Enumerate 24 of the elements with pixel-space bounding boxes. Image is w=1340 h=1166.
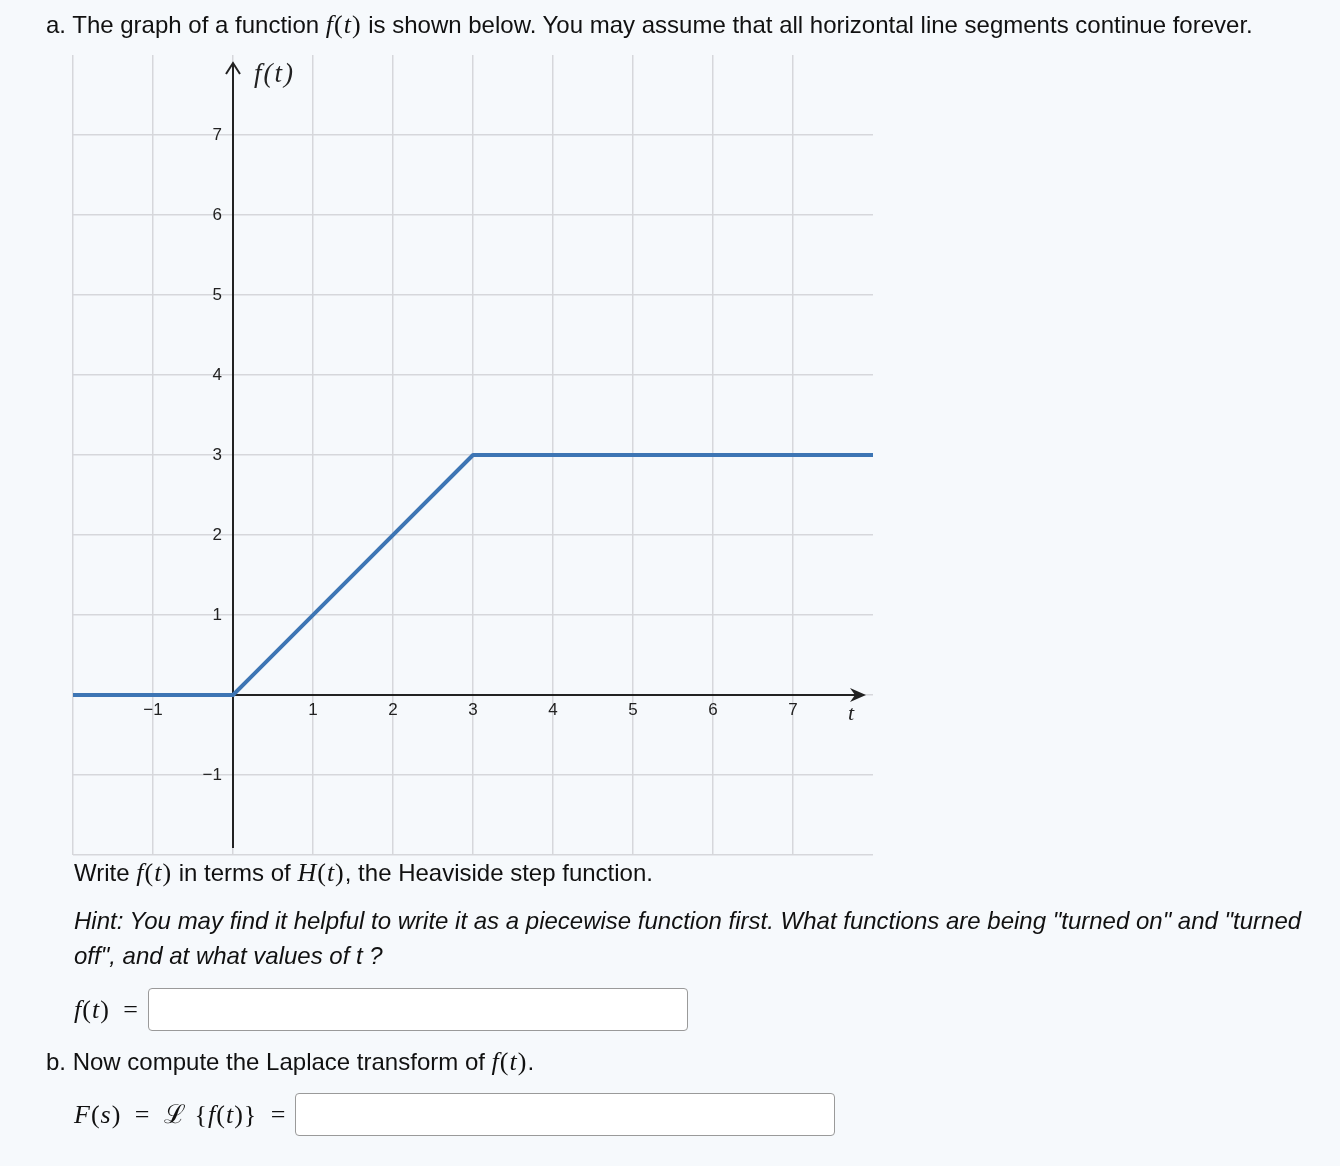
x-tick-label: 4 <box>548 699 558 719</box>
y-axis-title: f(t) <box>254 58 295 89</box>
y-tick-label: 7 <box>212 124 222 144</box>
x-tick-label: 5 <box>628 699 638 719</box>
text: F(s) = ℒ {f(t)} = <box>74 1099 287 1129</box>
y-tick-label: 6 <box>212 204 222 224</box>
y-tick-label: 3 <box>212 444 222 464</box>
y-tick-label: 1 <box>212 604 222 624</box>
chart-title: a. The graph of a function f(t) is shown below. You may assume that all horizontal line segments continue forever. <box>46 10 1253 39</box>
x-tick-label: 2 <box>388 699 398 719</box>
x-tick-label: −1 <box>143 699 163 719</box>
y-tick-label: 2 <box>212 524 222 544</box>
text: Write f(t) in terms of H(t), the Heaviside step function. <box>74 858 653 887</box>
y-tick-label: 5 <box>212 284 222 304</box>
y-tick-label: 4 <box>212 364 222 384</box>
y-tick-label: −1 <box>202 764 222 784</box>
text: b. Now compute the Laplace transform of f(t). <box>46 1047 535 1076</box>
x-tick-label: 1 <box>308 699 318 719</box>
text: f(t) = <box>74 994 140 1024</box>
x-tick-label: 3 <box>468 699 478 719</box>
x-axis-title: t <box>847 699 855 725</box>
text: Hint: You may find it helpful to write it as a piecewise function first. What functions are being "turned on" and "turned off", and at what values of t ? <box>74 906 1303 971</box>
x-tick-label: 6 <box>708 699 718 719</box>
x-tick-label: 7 <box>788 699 798 719</box>
